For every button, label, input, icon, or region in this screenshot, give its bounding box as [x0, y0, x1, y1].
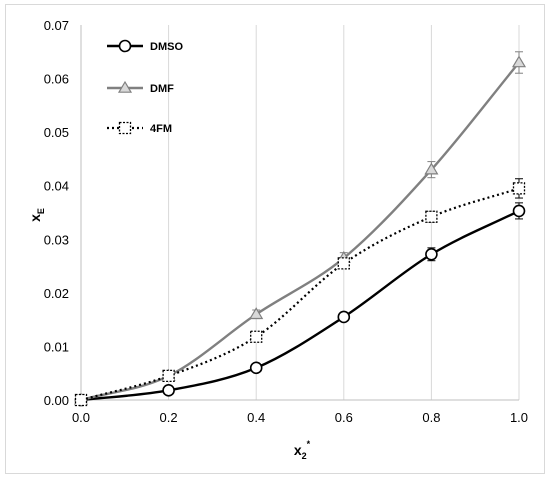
- series-dmso: [74, 202, 526, 407]
- legend-label: DMSO: [150, 41, 183, 53]
- y-tick-label: 0.06: [44, 72, 69, 87]
- data-point-dmso: [249, 361, 263, 375]
- data-point-dmso: [337, 310, 351, 324]
- data-point-4fm: [512, 182, 526, 195]
- tick-labels: 0.0 0.2 0.4 0.6 0.8 1.0 0.00 0.01 0.02 0.03 0.04 0.…: [44, 18, 528, 425]
- y-axis-title-sub: E: [36, 208, 46, 214]
- y-tick-label: 0.05: [44, 125, 69, 140]
- y-axis-title-main: x: [27, 214, 43, 222]
- y-tick-label: 0.07: [44, 18, 69, 33]
- x-axis-title-sup: *: [307, 439, 311, 449]
- data-point-dmf: [511, 55, 527, 68]
- data-point-4fm: [162, 369, 175, 383]
- x-tick-label: 0.0: [72, 410, 90, 425]
- x-axis-title-sub: 2: [302, 451, 307, 461]
- series-4fm: [74, 178, 526, 407]
- axes: [80, 25, 519, 401]
- data-point-dmso: [162, 384, 175, 397]
- data-point-dmso: [425, 247, 438, 261]
- data-point-dmf: [249, 307, 264, 320]
- data-point-dmf: [424, 162, 439, 175]
- legend-label: 4FM: [150, 123, 172, 135]
- y-tick-label: 0.03: [44, 232, 69, 247]
- y-tick-label: 0.04: [44, 179, 69, 194]
- x-tick-label: 0.6: [335, 410, 353, 425]
- y-tick-label: 0.00: [44, 393, 69, 408]
- x-tick-label: 0.8: [422, 410, 440, 425]
- legend: DMSO DMF 4FM: [107, 39, 183, 135]
- data-point-dmso: [512, 204, 526, 218]
- series-lines: [73, 51, 527, 407]
- legend-entry-dmso: DMSO: [107, 39, 183, 53]
- y-tick-label: 0.02: [44, 286, 69, 301]
- x-tick-label: 0.4: [247, 410, 265, 425]
- data-point-4fm: [74, 393, 88, 407]
- data-point-4fm: [425, 210, 438, 223]
- data-point-4fm: [250, 330, 263, 343]
- x-tick-label: 0.2: [160, 410, 178, 425]
- legend-swatch-marker: [118, 39, 132, 53]
- data-point-4fm: [337, 257, 350, 270]
- x-tick-label: 1.0: [510, 410, 528, 425]
- y-tick-label: 0.01: [44, 339, 69, 354]
- legend-entry-4fm: 4FM: [107, 121, 172, 135]
- legend-label: DMF: [150, 83, 174, 95]
- legend-swatch-marker: [118, 121, 132, 135]
- x-axis-title: x2*: [294, 439, 311, 461]
- y-axis-title: xE: [27, 208, 46, 222]
- legend-entry-dmf: DMF: [107, 80, 174, 95]
- legend-swatch-marker: [117, 80, 133, 93]
- x-axis-title-main: x: [294, 442, 302, 458]
